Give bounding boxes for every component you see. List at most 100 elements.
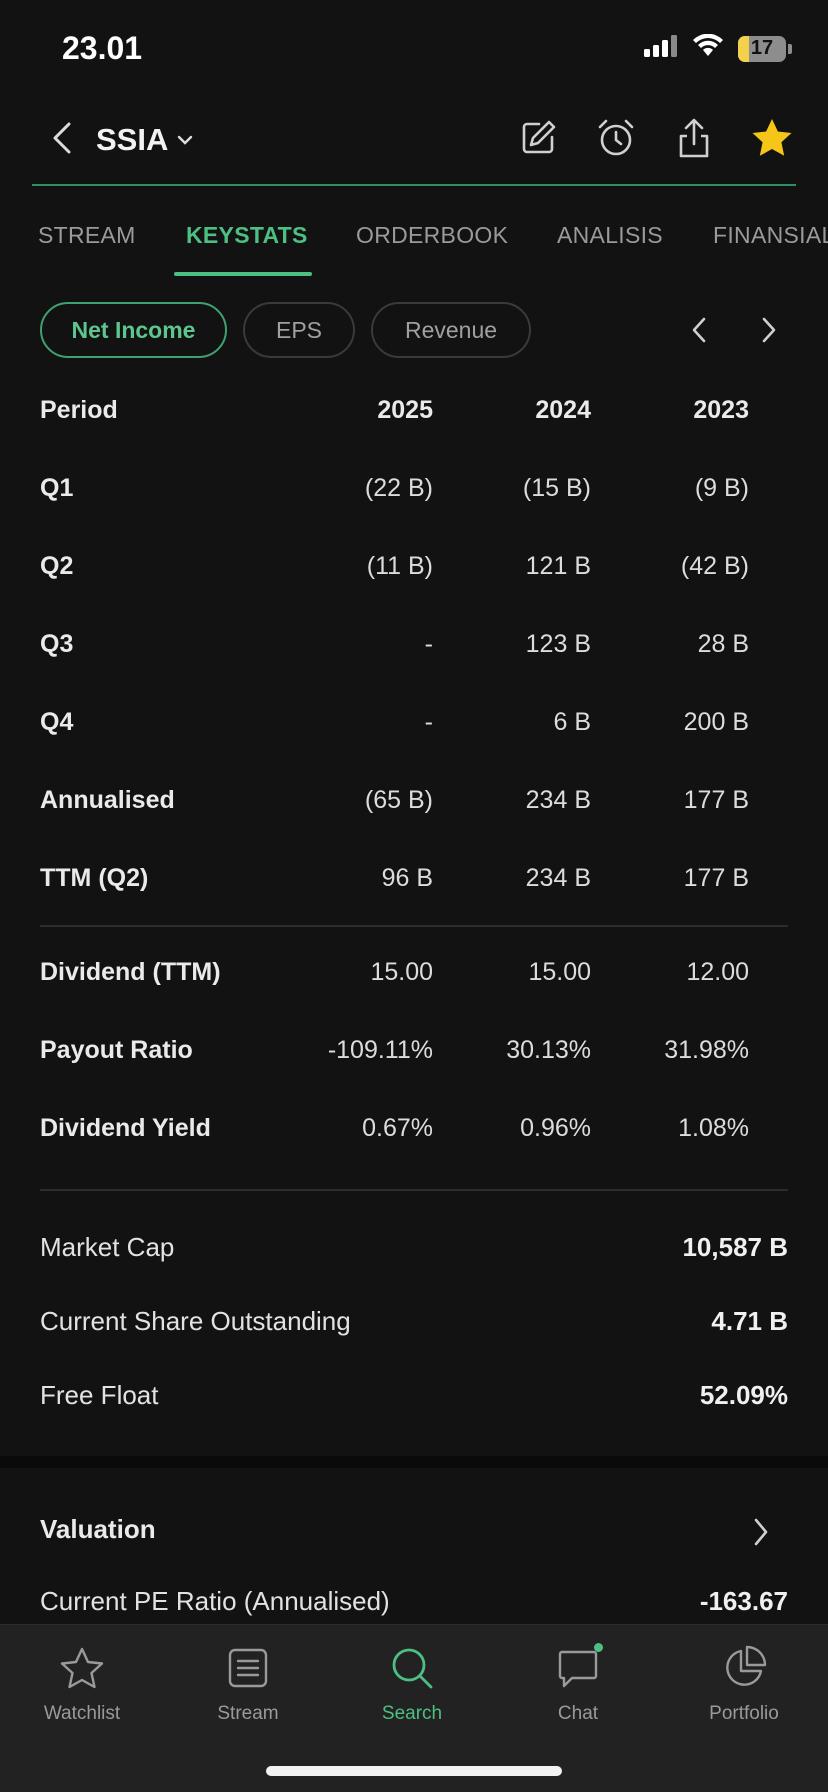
app-header: SSIA bbox=[0, 96, 828, 186]
pill-revenue[interactable]: Revenue bbox=[371, 302, 531, 358]
favorite-button[interactable] bbox=[750, 114, 794, 162]
stat-label: Free Float bbox=[40, 1380, 159, 1410]
nav-label: Watchlist bbox=[43, 1703, 121, 1724]
ticker-symbol: SSIA bbox=[96, 122, 169, 157]
cell-value: 1.08% bbox=[678, 1114, 749, 1142]
home-indicator[interactable] bbox=[266, 1766, 562, 1776]
status-time: 23.01 bbox=[62, 30, 143, 66]
tab-orderbook[interactable]: ORDERBOOK bbox=[356, 222, 509, 248]
stat-label: Current Share Outstanding bbox=[40, 1306, 351, 1336]
stat-row: Current PE Ratio (Annualised) -163.67 bbox=[40, 1582, 788, 1622]
cell-value: 96 B bbox=[381, 864, 433, 892]
cell-value: 6 B bbox=[553, 708, 591, 736]
status-bar: 23.01 17 bbox=[0, 0, 828, 96]
table-row: Payout Ratio -109.11% 30.13% 31.98% bbox=[40, 1032, 790, 1072]
nav-search[interactable]: Search bbox=[342, 1643, 482, 1725]
chevron-right-icon bbox=[746, 1514, 776, 1550]
table-row: Q2 (11 B) 121 B (42 B) bbox=[40, 548, 790, 588]
nav-watchlist[interactable]: Watchlist bbox=[12, 1643, 152, 1725]
battery-level: 17 bbox=[750, 37, 774, 59]
valuation-section-header[interactable]: Valuation bbox=[40, 1510, 788, 1554]
cell-value: 12.00 bbox=[686, 958, 749, 986]
row-label: Q2 bbox=[40, 552, 74, 580]
pie-chart-icon bbox=[719, 1643, 769, 1693]
status-icons: 17 bbox=[644, 33, 792, 63]
cell-value: (15 B) bbox=[522, 474, 591, 502]
row-label: Payout Ratio bbox=[40, 1036, 193, 1064]
tab-bar: STREAM KEYSTATS ORDERBOOK ANALISIS FINAN… bbox=[0, 210, 828, 276]
tab-keystats[interactable]: KEYSTATS bbox=[186, 222, 308, 248]
document-icon bbox=[223, 1643, 273, 1693]
section-divider bbox=[40, 1189, 788, 1191]
cell-value: 234 B bbox=[525, 786, 591, 814]
stat-row: Current Share Outstanding 4.71 B bbox=[40, 1302, 788, 1342]
search-icon bbox=[387, 1643, 437, 1693]
nav-label: Search bbox=[381, 1703, 443, 1724]
cell-value: 177 B bbox=[683, 786, 749, 814]
pill-net-income[interactable]: Net Income bbox=[40, 302, 227, 358]
table-divider bbox=[40, 925, 788, 927]
cell-value: 31.98% bbox=[664, 1036, 749, 1064]
tab-finansial[interactable]: FINANSIAL bbox=[713, 222, 828, 248]
ticker-selector[interactable]: SSIA bbox=[96, 122, 194, 158]
cell-value: 234 B bbox=[525, 864, 591, 892]
cellular-signal-icon bbox=[644, 35, 678, 62]
tab-stream[interactable]: STREAM bbox=[38, 222, 136, 248]
alarm-clock-icon bbox=[598, 119, 634, 156]
cell-value: -109.11% bbox=[327, 1036, 433, 1064]
table-header-row: Period 2025 2024 2023 bbox=[40, 392, 790, 432]
cell-value: (22 B) bbox=[364, 474, 433, 502]
cell-value: - bbox=[424, 630, 433, 658]
stat-value: 52.09% bbox=[699, 1380, 788, 1410]
edit-icon bbox=[522, 120, 556, 154]
nav-chat[interactable]: Chat bbox=[508, 1643, 648, 1725]
cell-value: 15.00 bbox=[528, 958, 591, 986]
valuation-title: Valuation bbox=[40, 1514, 156, 1544]
star-icon bbox=[752, 119, 792, 156]
chevron-down-icon bbox=[178, 135, 193, 145]
share-icon bbox=[679, 118, 709, 158]
edit-note-button[interactable] bbox=[516, 114, 560, 162]
cell-value: 123 B bbox=[525, 630, 591, 658]
nav-stream[interactable]: Stream bbox=[178, 1643, 318, 1725]
stat-row: Market Cap 10,587 B bbox=[40, 1228, 788, 1268]
stat-value: 4.71 B bbox=[711, 1306, 788, 1336]
back-button[interactable] bbox=[44, 116, 80, 160]
section-separator bbox=[0, 1456, 828, 1468]
share-button[interactable] bbox=[672, 114, 716, 162]
table-row: Q3 - 123 B 28 B bbox=[40, 626, 790, 666]
notification-dot bbox=[594, 1643, 603, 1652]
chat-bubble-icon bbox=[553, 1643, 603, 1693]
battery-icon: 17 bbox=[738, 35, 786, 62]
cell-value: 177 B bbox=[683, 864, 749, 892]
price-alert-button[interactable] bbox=[594, 114, 638, 162]
row-label: Dividend (TTM) bbox=[40, 958, 221, 986]
row-label: Q3 bbox=[40, 630, 74, 658]
star-outline-icon bbox=[57, 1643, 107, 1693]
nav-label: Chat bbox=[557, 1703, 599, 1724]
nav-portfolio[interactable]: Portfolio bbox=[674, 1643, 814, 1725]
cell-value: - bbox=[424, 708, 433, 736]
chevron-right-icon bbox=[762, 317, 776, 343]
stat-label: Current PE Ratio (Annualised) bbox=[40, 1586, 390, 1616]
cell-value: 30.13% bbox=[506, 1036, 591, 1064]
cell-value: (65 B) bbox=[364, 786, 433, 814]
stat-label: Market Cap bbox=[40, 1232, 175, 1262]
row-label: Annualised bbox=[40, 786, 175, 814]
table-row: Dividend (TTM) 15.00 15.00 12.00 bbox=[40, 954, 790, 994]
cell-value: 0.67% bbox=[362, 1114, 433, 1142]
wifi-icon bbox=[692, 33, 724, 63]
cell-value: 121 B bbox=[525, 552, 591, 580]
tab-analisis[interactable]: ANALISIS bbox=[557, 222, 663, 248]
table-row: Q1 (22 B) (15 B) (9 B) bbox=[40, 470, 790, 510]
table-row: Annualised (65 B) 234 B 177 B bbox=[40, 782, 790, 822]
cell-value: (11 B) bbox=[366, 552, 433, 580]
pill-eps[interactable]: EPS bbox=[243, 302, 355, 358]
cell-value: 15.00 bbox=[370, 958, 433, 986]
table-row: Dividend Yield 0.67% 0.96% 1.08% bbox=[40, 1110, 790, 1150]
cell-value: (42 B) bbox=[680, 552, 749, 580]
row-label: Q1 bbox=[40, 474, 74, 502]
next-period-button[interactable] bbox=[751, 312, 787, 348]
cell-value: 28 B bbox=[697, 630, 749, 658]
previous-period-button[interactable] bbox=[681, 312, 717, 348]
